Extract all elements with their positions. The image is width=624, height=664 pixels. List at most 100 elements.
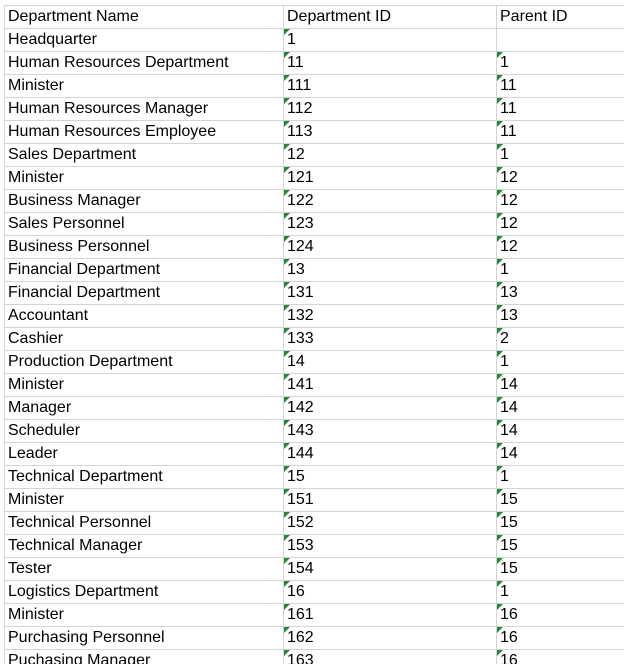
cell[interactable]: 16 (283, 580, 497, 604)
row: Sales Department 12 1 (4, 143, 624, 167)
cell[interactable]: Production Department (4, 350, 284, 374)
cell[interactable]: 163 (283, 649, 497, 664)
row: Technical Manager 153 15 (4, 534, 624, 558)
cell[interactable]: Human Resources Department (4, 51, 284, 75)
cell[interactable]: 121 (283, 166, 497, 190)
cell[interactable]: 1 (496, 350, 624, 374)
row: Leader 144 14 (4, 442, 624, 466)
cell[interactable]: 13 (283, 258, 497, 282)
cell[interactable]: Scheduler (4, 419, 284, 443)
header-row: Department Name Department ID Parent ID (4, 5, 624, 29)
cell[interactable]: Technical Manager (4, 534, 284, 558)
cell[interactable]: 11 (283, 51, 497, 75)
cell[interactable]: 14 (283, 350, 497, 374)
cell[interactable]: 14 (496, 373, 624, 397)
cell[interactable]: 11 (496, 74, 624, 98)
cell[interactable]: Minister (4, 603, 284, 627)
cell[interactable]: 12 (283, 143, 497, 167)
row: Minister 151 15 (4, 488, 624, 512)
cell[interactable]: 141 (283, 373, 497, 397)
cell[interactable]: 15 (496, 557, 624, 581)
cell[interactable]: Human Resources Manager (4, 97, 284, 121)
cell[interactable]: Business Manager (4, 189, 284, 213)
cell[interactable]: Minister (4, 74, 284, 98)
cell[interactable]: 1 (496, 465, 624, 489)
cell[interactable]: 14 (496, 396, 624, 420)
cell[interactable]: 15 (496, 488, 624, 512)
cell[interactable]: 16 (496, 649, 624, 664)
cell[interactable]: 124 (283, 235, 497, 259)
cell[interactable]: Cashier (4, 327, 284, 351)
cell[interactable]: 13 (496, 304, 624, 328)
cell[interactable]: Parent ID (496, 5, 624, 29)
cell[interactable]: Logistics Department (4, 580, 284, 604)
cell[interactable]: 151 (283, 488, 497, 512)
cell[interactable]: 12 (496, 235, 624, 259)
cell[interactable]: 112 (283, 97, 497, 121)
cell[interactable]: 15 (283, 465, 497, 489)
cell[interactable]: Department ID (283, 5, 497, 29)
cell[interactable] (496, 28, 624, 52)
cell[interactable]: 1 (496, 580, 624, 604)
cell[interactable]: 113 (283, 120, 497, 144)
row: Minister 161 16 (4, 603, 624, 627)
row: Technical Department 15 1 (4, 465, 624, 489)
cell[interactable]: 153 (283, 534, 497, 558)
cell[interactable]: Sales Personnel (4, 212, 284, 236)
cell[interactable]: 2 (496, 327, 624, 351)
cell[interactable]: 13 (496, 281, 624, 305)
cell[interactable]: 16 (496, 626, 624, 650)
cell[interactable]: 15 (496, 511, 624, 535)
cell[interactable]: 11 (496, 120, 624, 144)
cell[interactable]: 161 (283, 603, 497, 627)
row: Human Resources Department 11 1 (4, 51, 624, 75)
cell[interactable]: Department Name (4, 5, 284, 29)
cell[interactable]: 11 (496, 97, 624, 121)
row: Scheduler 143 14 (4, 419, 624, 443)
cell[interactable]: 1 (496, 258, 624, 282)
cell[interactable]: 154 (283, 557, 497, 581)
cell[interactable]: Technical Department (4, 465, 284, 489)
cell[interactable]: 14 (496, 442, 624, 466)
cell[interactable]: Financial Department (4, 258, 284, 282)
cell[interactable]: 122 (283, 189, 497, 213)
cell[interactable]: 132 (283, 304, 497, 328)
cell[interactable]: 14 (496, 419, 624, 443)
cell[interactable]: 12 (496, 189, 624, 213)
cell[interactable]: 123 (283, 212, 497, 236)
row: Technical Personnel 152 15 (4, 511, 624, 535)
cell[interactable]: 142 (283, 396, 497, 420)
cell[interactable]: 12 (496, 166, 624, 190)
cell[interactable]: Tester (4, 557, 284, 581)
cell[interactable]: Financial Department (4, 281, 284, 305)
row: Minister 141 14 (4, 373, 624, 397)
cell[interactable]: Minister (4, 373, 284, 397)
cell[interactable]: Manager (4, 396, 284, 420)
cell[interactable]: Minister (4, 488, 284, 512)
cell[interactable]: 131 (283, 281, 497, 305)
cell[interactable]: 143 (283, 419, 497, 443)
cell[interactable]: 1 (496, 143, 624, 167)
cell[interactable]: 12 (496, 212, 624, 236)
cell[interactable]: Minister (4, 166, 284, 190)
cell[interactable]: Business Personnel (4, 235, 284, 259)
cell[interactable]: 133 (283, 327, 497, 351)
row: Production Department 14 1 (4, 350, 624, 374)
cell[interactable]: Technical Personnel (4, 511, 284, 535)
cell[interactable]: Leader (4, 442, 284, 466)
cell[interactable]: 16 (496, 603, 624, 627)
cell[interactable]: 1 (496, 51, 624, 75)
cell[interactable]: Human Resources Employee (4, 120, 284, 144)
cell[interactable]: Purchasing Personnel (4, 626, 284, 650)
cell[interactable]: Headquarter (4, 28, 284, 52)
cell[interactable]: 162 (283, 626, 497, 650)
cell[interactable]: Accountant (4, 304, 284, 328)
cell[interactable]: 111 (283, 74, 497, 98)
cell[interactable]: 144 (283, 442, 497, 466)
cell[interactable]: 15 (496, 534, 624, 558)
cell[interactable]: Puchasing Manager (4, 649, 284, 664)
cell[interactable]: 1 (283, 28, 497, 52)
row: Purchasing Personnel 162 16 (4, 626, 624, 650)
cell[interactable]: 152 (283, 511, 497, 535)
cell[interactable]: Sales Department (4, 143, 284, 167)
